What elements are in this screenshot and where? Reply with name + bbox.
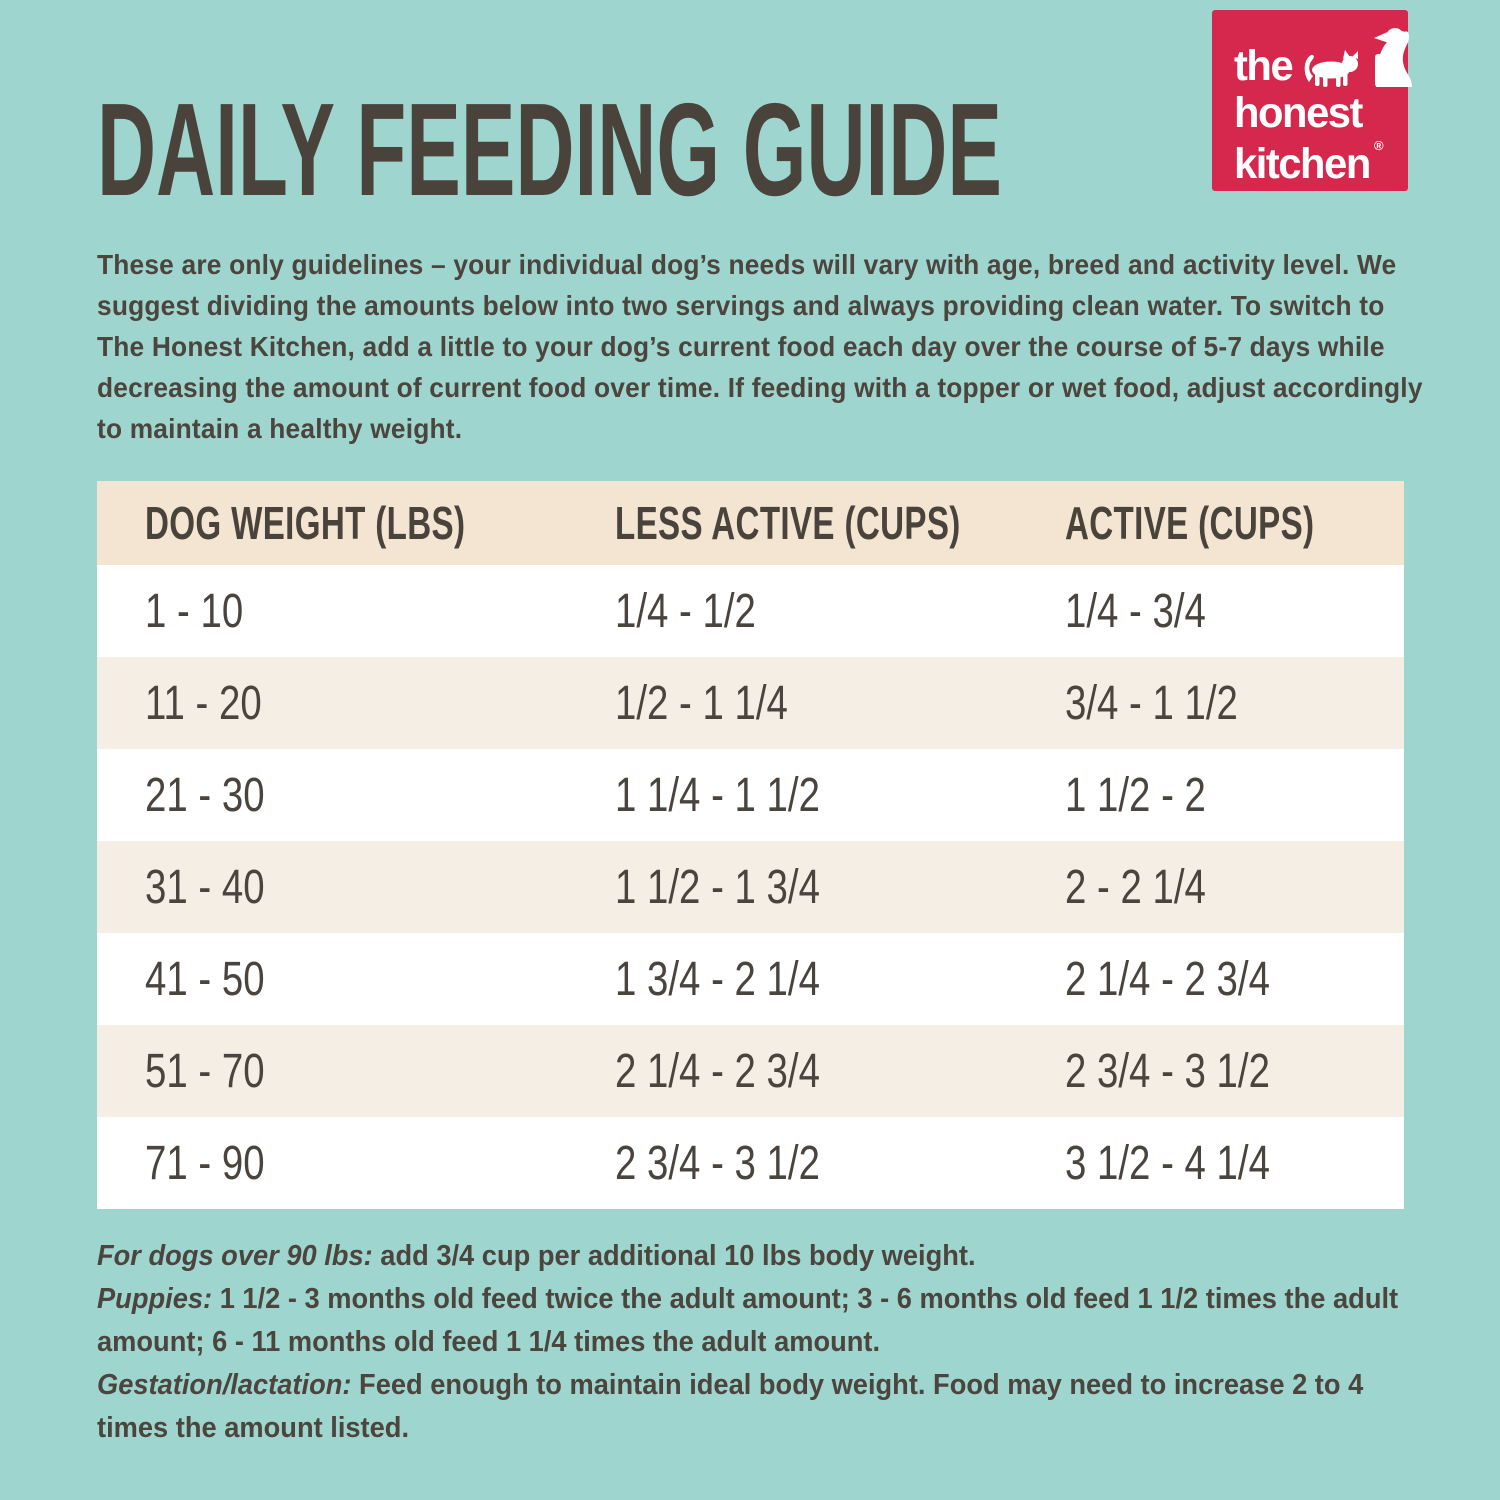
cell-less-active: 1 1/2 - 1 3/4 — [615, 860, 820, 914]
cell-less-active: 1 1/4 - 1 1/2 — [615, 768, 820, 822]
header-active: ACTIVE (CUPS) — [1065, 497, 1315, 549]
logo-word-kitchen: kitchen — [1234, 140, 1371, 188]
footnote-dogs-over-90: For dogs over 90 lbs: add 3/4 cup per ad… — [97, 1240, 976, 1272]
cell-weight: 21 - 30 — [145, 768, 265, 822]
cell-active: 3/4 - 1 1/2 — [1065, 676, 1238, 730]
cell-weight: 31 - 40 — [145, 860, 265, 914]
cell-weight: 71 - 90 — [145, 1136, 265, 1190]
logo-word-honest: honest — [1234, 89, 1363, 137]
intro-paragraph: These are only guidelines – your individ… — [97, 249, 1423, 444]
cell-active: 2 - 2 1/4 — [1065, 860, 1206, 914]
registered-trademark: ® — [1374, 138, 1384, 153]
cell-active: 2 1/4 - 2 3/4 — [1065, 952, 1270, 1006]
cell-weight: 41 - 50 — [145, 952, 265, 1006]
cell-weight: 1 - 10 — [145, 584, 244, 638]
table-row: 71 - 90 2 3/4 - 3 1/2 3 1/2 - 4 1/4 — [97, 1117, 1404, 1209]
cat-icon — [1300, 46, 1362, 88]
cell-less-active: 1 3/4 - 2 1/4 — [615, 952, 820, 1006]
cell-active: 1/4 - 3/4 — [1065, 584, 1206, 638]
page-title: DAILY FEEDING GUIDE — [97, 76, 1002, 223]
table-header-row: DOG WEIGHT (LBS) LESS ACTIVE (CUPS) ACTI… — [97, 481, 1404, 565]
logo-word-the: the — [1234, 42, 1294, 90]
table-row: 11 - 20 1/2 - 1 1/4 3/4 - 1 1/2 — [97, 657, 1404, 749]
footnote-puppies: Puppies: 1 1/2 - 3 months old feed twice… — [97, 1283, 1399, 1358]
header-less-active: LESS ACTIVE (CUPS) — [615, 497, 961, 549]
table-row: 51 - 70 2 1/4 - 2 3/4 2 3/4 - 3 1/2 — [97, 1025, 1404, 1117]
table-row: 41 - 50 1 3/4 - 2 1/4 2 1/4 - 2 3/4 — [97, 933, 1404, 1025]
cell-active: 1 1/2 - 2 — [1065, 768, 1206, 822]
cell-weight: 51 - 70 — [145, 1044, 265, 1098]
cell-less-active: 1/2 - 1 1/4 — [615, 676, 788, 730]
cell-weight: 11 - 20 — [145, 676, 262, 730]
feeding-table: DOG WEIGHT (LBS) LESS ACTIVE (CUPS) ACTI… — [97, 481, 1404, 1209]
dog-icon — [1362, 24, 1416, 88]
table-row: 1 - 10 1/4 - 1/2 1/4 - 3/4 — [97, 565, 1404, 657]
brand-logo: the — [1212, 10, 1412, 191]
cell-less-active: 2 1/4 - 2 3/4 — [615, 1044, 820, 1098]
cell-less-active: 2 3/4 - 3 1/2 — [615, 1136, 820, 1190]
cell-active: 2 3/4 - 3 1/2 — [1065, 1044, 1270, 1098]
footnote-gestation-lactation: Gestation/lactation: Feed enough to main… — [97, 1369, 1364, 1444]
table-row: 31 - 40 1 1/2 - 1 3/4 2 - 2 1/4 — [97, 841, 1404, 933]
header-dog-weight: DOG WEIGHT (LBS) — [145, 497, 466, 549]
cell-less-active: 1/4 - 1/2 — [615, 584, 756, 638]
table-row: 21 - 30 1 1/4 - 1 1/2 1 1/2 - 2 — [97, 749, 1404, 841]
cell-active: 3 1/2 - 4 1/4 — [1065, 1136, 1270, 1190]
footnotes: For dogs over 90 lbs: add 3/4 cup per ad… — [97, 1235, 1432, 1450]
